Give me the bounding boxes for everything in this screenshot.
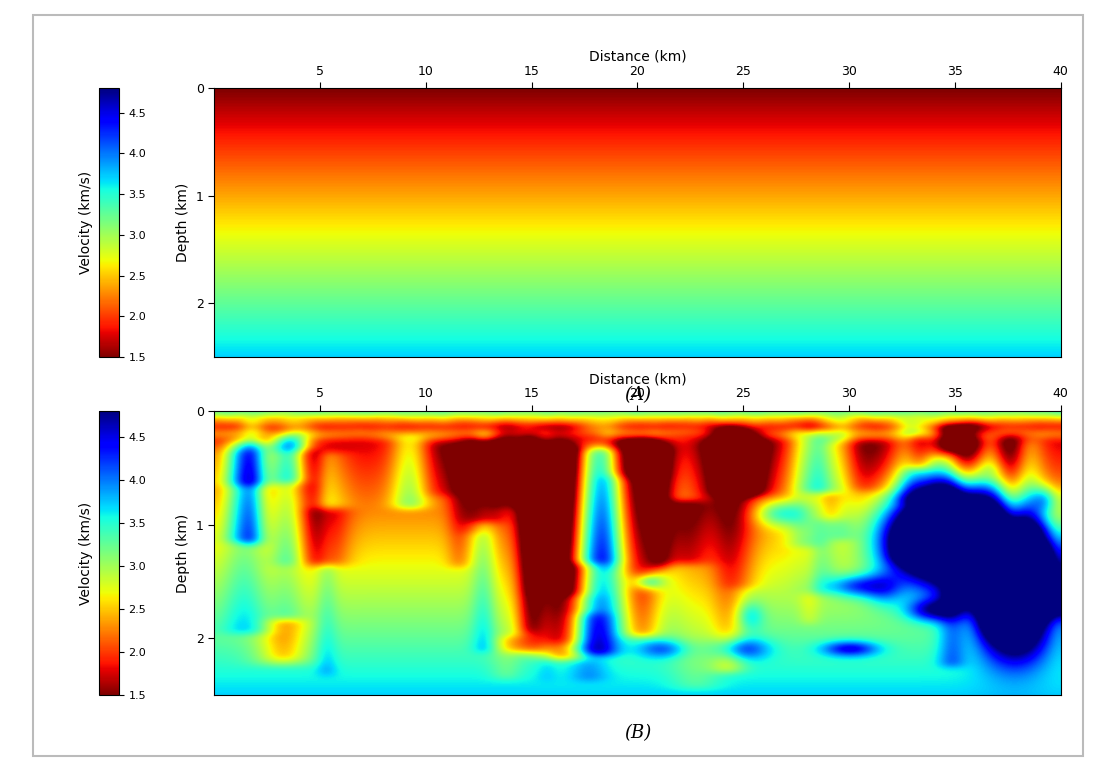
Y-axis label: Depth (km): Depth (km) — [176, 183, 190, 263]
Text: (B): (B) — [624, 724, 651, 742]
X-axis label: Distance (km): Distance (km) — [589, 372, 686, 386]
Y-axis label: Depth (km): Depth (km) — [176, 513, 190, 593]
Y-axis label: Velocity (km/s): Velocity (km/s) — [79, 171, 93, 274]
Y-axis label: Velocity (km/s): Velocity (km/s) — [79, 502, 93, 604]
Text: (A): (A) — [624, 386, 651, 404]
X-axis label: Distance (km): Distance (km) — [589, 50, 686, 64]
